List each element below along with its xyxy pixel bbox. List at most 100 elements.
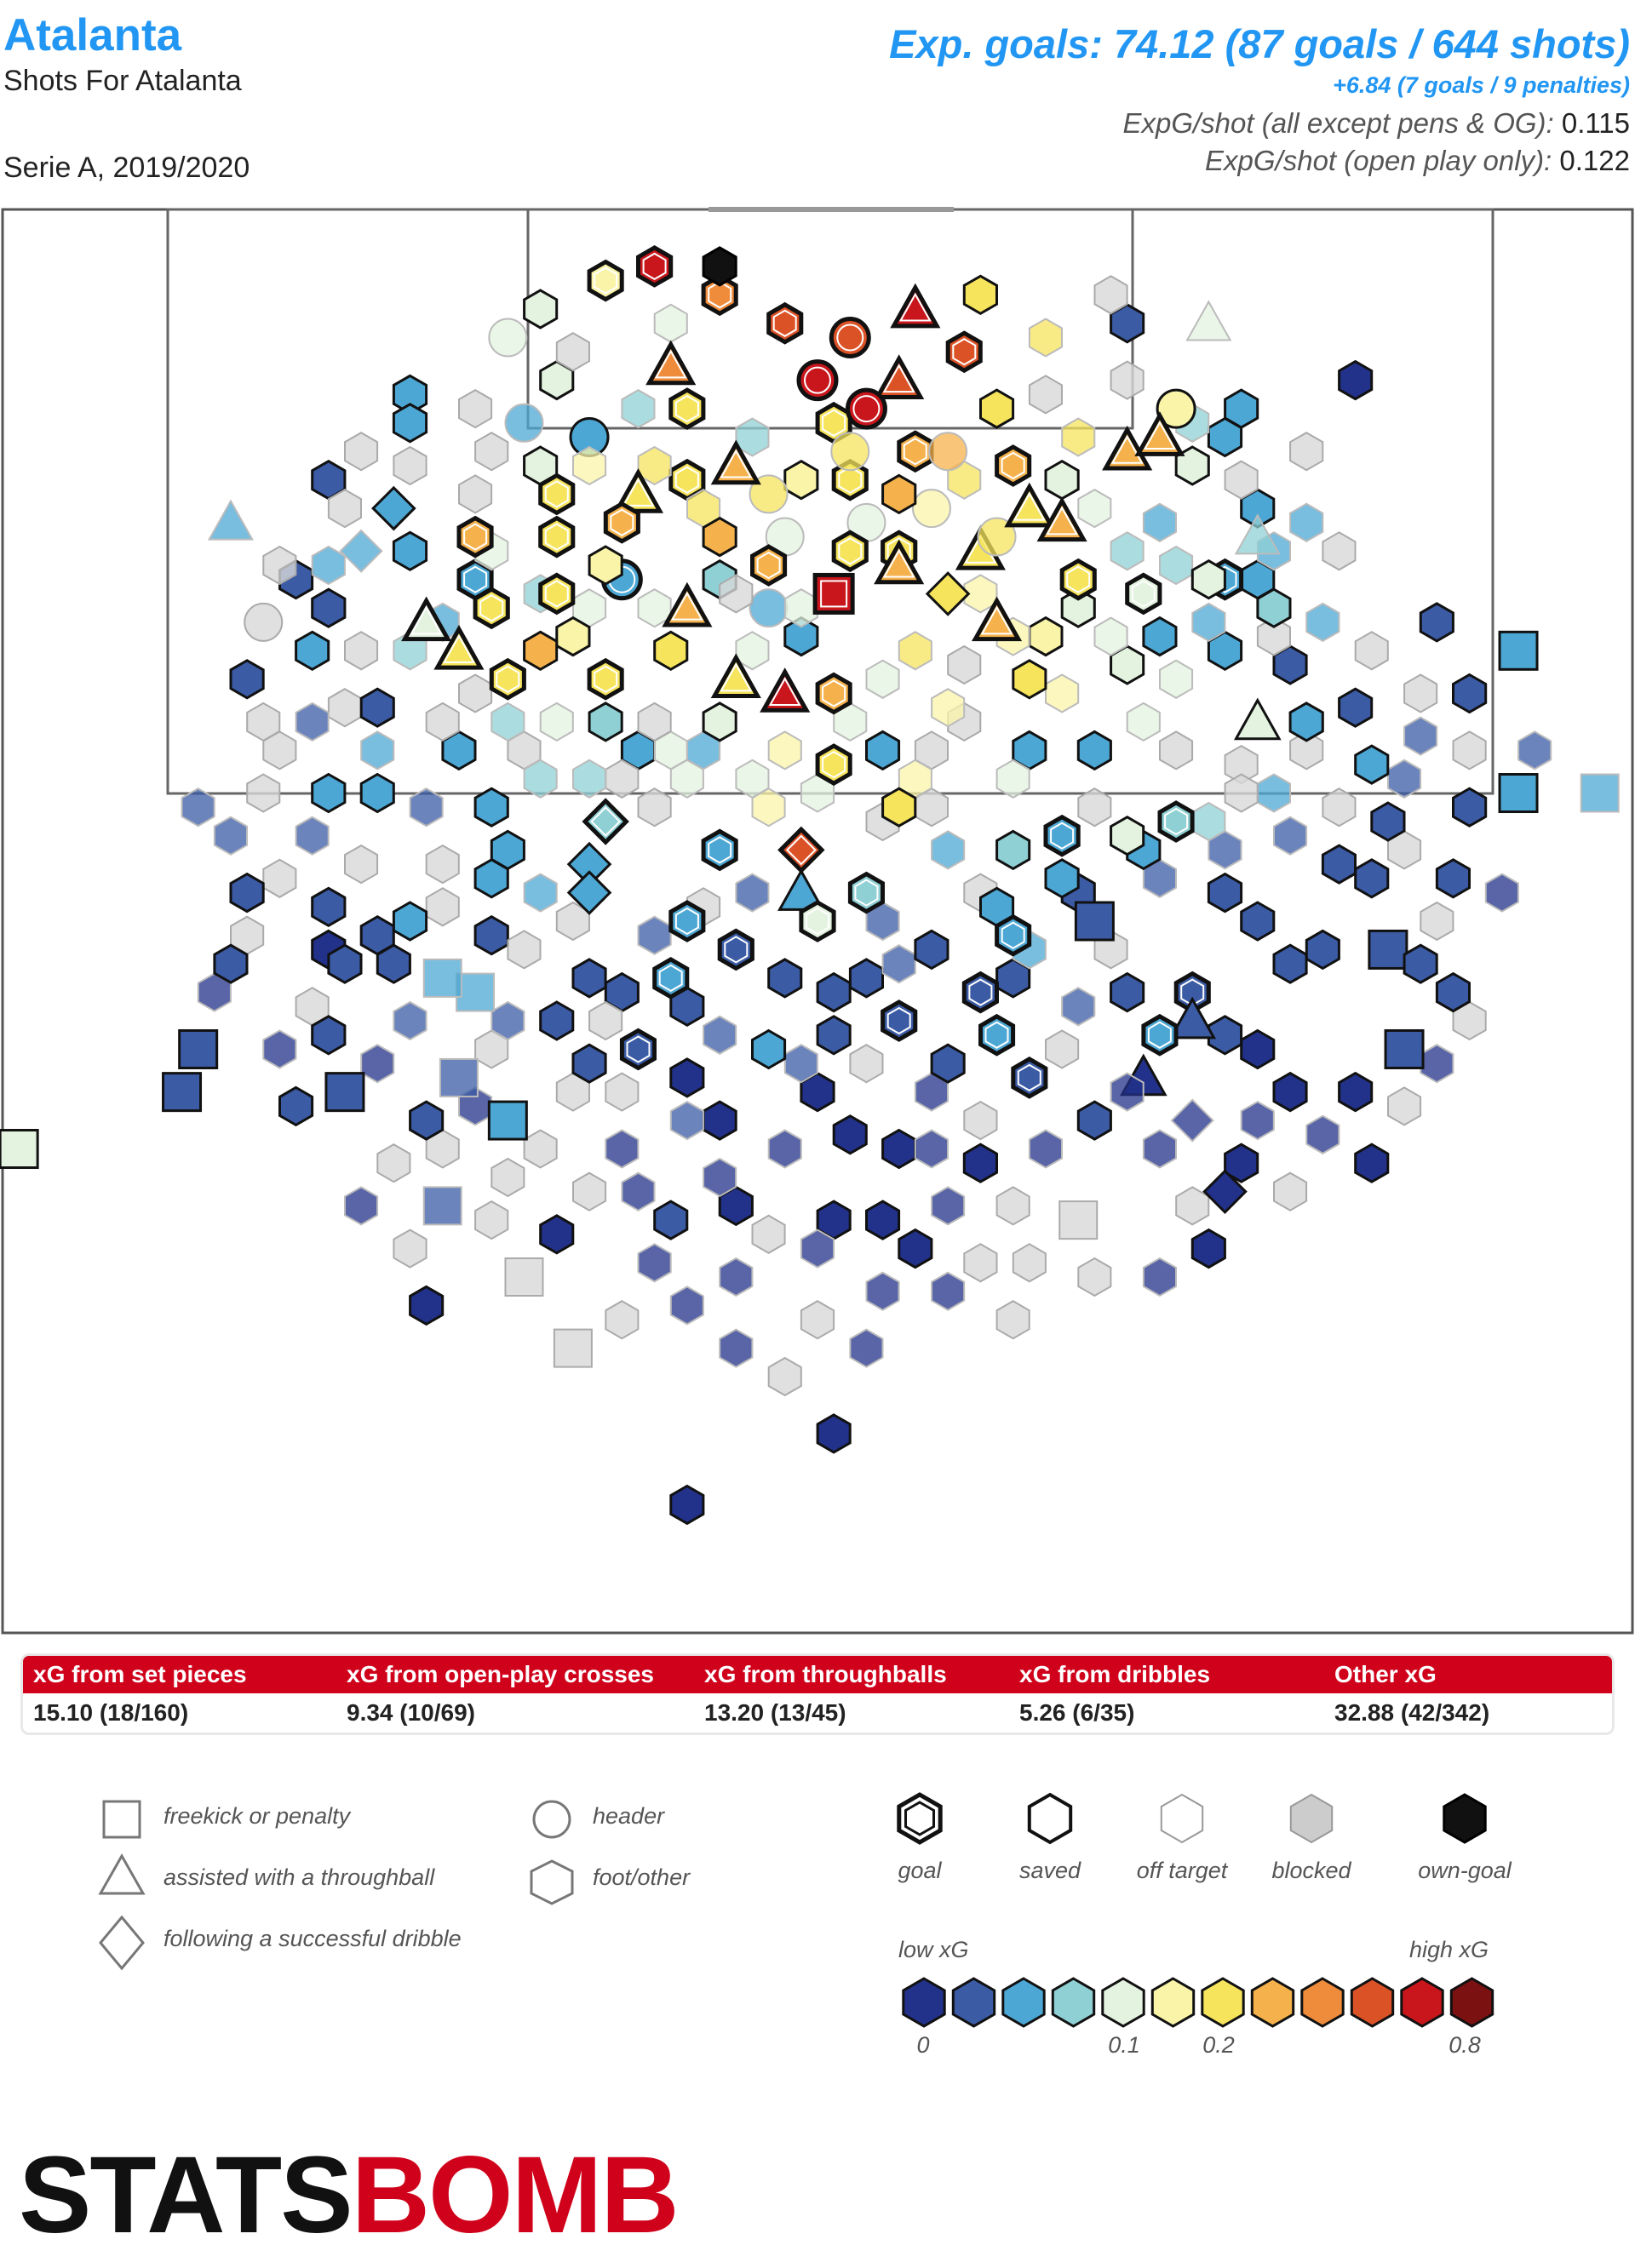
shot-marker <box>1338 687 1374 728</box>
shot-marker <box>523 630 559 672</box>
legend-own-goal-label: own-goal <box>1418 1858 1512 1883</box>
xg-header-throughballs: xG from throughballs <box>704 1661 947 1687</box>
shot-marker <box>213 943 249 984</box>
scale-swatch <box>1001 1977 1046 2028</box>
xg-per-shot-open-play: ExpG/shot (open play only): 0.122 <box>889 145 1630 177</box>
shot-marker <box>881 473 917 515</box>
shot-marker <box>1517 730 1552 770</box>
shot-marker <box>961 971 999 1014</box>
shot-marker <box>392 530 428 572</box>
shot-marker <box>865 1200 901 1240</box>
legend-off-target-label: off target <box>1136 1858 1228 1883</box>
scale-swatch <box>1400 1977 1444 2028</box>
shot-marker <box>523 1129 558 1169</box>
shot-marker <box>178 1028 219 1069</box>
shot-marker <box>1076 730 1112 771</box>
shot-goal-ring <box>626 1035 651 1063</box>
shot-marker <box>1110 815 1145 856</box>
shot-marker <box>339 529 383 573</box>
shot-marker <box>815 743 852 786</box>
shot-marker <box>816 1413 852 1454</box>
shot-marker <box>668 387 706 430</box>
shot-marker <box>702 246 737 287</box>
shot-marker <box>1240 1100 1275 1141</box>
scale-swatch <box>1250 1977 1295 2028</box>
shot-marker <box>1288 702 1324 742</box>
outcome-legend-goal-ring <box>904 1801 935 1836</box>
shot-marker <box>703 1015 737 1055</box>
xg-per-shot-all-label: ExpG/shot (all except pens & OG): <box>1122 107 1554 139</box>
shot-marker <box>311 772 347 814</box>
shot-goal-ring <box>785 834 817 866</box>
shot-marker <box>995 914 1032 957</box>
shot-marker <box>931 830 966 870</box>
shot-marker <box>295 630 330 672</box>
shot-marker <box>1185 300 1232 341</box>
shot-marker <box>995 1186 1030 1226</box>
shot-marker <box>710 439 761 485</box>
shot-marker <box>766 301 804 345</box>
shot-goal-ring <box>674 907 699 936</box>
xg-value-set-pieces: 15.10 (18/160) <box>33 1699 189 1726</box>
xg-breakdown-header: xG from set pieces xG from open-play cro… <box>23 1656 1612 1693</box>
shot-marker <box>1435 858 1471 899</box>
shot-marker <box>881 944 916 984</box>
shot-marker <box>1142 616 1178 657</box>
shot-goal-ring <box>410 605 443 635</box>
shot-marker <box>1207 872 1243 914</box>
shot-marker <box>393 445 427 486</box>
shot-marker <box>311 1015 347 1056</box>
shot-marker <box>865 730 901 771</box>
shot-goal-ring <box>544 523 569 551</box>
logo-bomb: BOMB <box>351 2134 680 2256</box>
shot-marker <box>874 539 925 585</box>
outcome-legend-icon <box>1289 1793 1334 1844</box>
scale-swatch <box>1201 1977 1245 2028</box>
shot-marker <box>490 702 525 742</box>
shot-marker <box>995 1300 1030 1340</box>
shot-marker <box>636 245 674 288</box>
shot-marker <box>767 1129 802 1169</box>
shot-marker <box>1452 730 1487 770</box>
shot-marker <box>847 871 885 914</box>
shot-marker <box>1420 1044 1454 1084</box>
shot-marker <box>1207 1015 1243 1056</box>
shot-marker <box>392 403 428 444</box>
outcome-legend-icon <box>1160 1793 1204 1844</box>
shot-marker <box>848 958 884 999</box>
shot-marker <box>971 596 1023 642</box>
shot-marker <box>1028 1129 1063 1169</box>
shot-marker <box>881 999 918 1042</box>
square-legend-icon <box>102 1800 141 1839</box>
shot-goal-ring <box>980 605 1013 635</box>
scale-tick-0-8: 0.8 <box>1449 2032 1481 2058</box>
shot-goal-ring <box>442 634 475 663</box>
shot-marker <box>963 1243 998 1283</box>
shot-marker <box>653 1200 689 1240</box>
header-stats: Exp. goals: 74.12 (87 goals / 644 shots)… <box>889 20 1630 177</box>
shot-marker <box>0 1129 39 1170</box>
scale-swatch <box>1051 1977 1096 2028</box>
legend-dribble-label: following a successful dribble <box>164 1926 462 1951</box>
shot-marker <box>800 1228 835 1269</box>
shot-goal-ring <box>1110 434 1144 464</box>
shot-marker <box>587 657 624 701</box>
shot-marker <box>750 544 788 587</box>
shot-marker <box>582 798 629 845</box>
shot-marker <box>637 915 672 955</box>
outcome-icons <box>897 1792 1487 1845</box>
shot-marker <box>979 388 1015 429</box>
xg-header-dribbles: xG from dribbles <box>1019 1661 1211 1687</box>
shot-marker <box>327 488 362 529</box>
shot-marker <box>995 829 1031 871</box>
scale-swatch <box>1449 1977 1494 2028</box>
shot-marker <box>767 730 802 770</box>
shot-marker <box>977 517 1017 557</box>
shot-marker <box>962 274 998 316</box>
shot-marker <box>244 602 284 642</box>
shot-marker <box>669 1100 704 1141</box>
shot-marker <box>504 403 544 443</box>
shot-marker <box>830 432 870 472</box>
shot-marker <box>409 788 444 828</box>
scale-swatch <box>951 1977 996 2028</box>
